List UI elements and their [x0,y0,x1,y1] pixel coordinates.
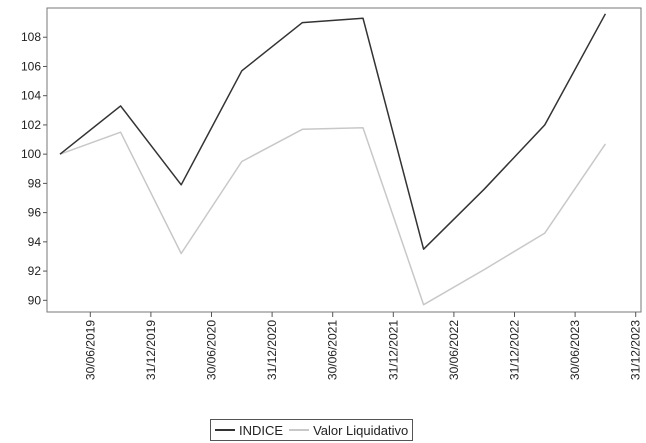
y-tick-label: 96 [28,206,42,220]
y-tick-label: 102 [21,118,41,132]
x-tick-label: 30/06/2020 [205,320,219,380]
legend-item-indice: INDICE [215,423,283,438]
x-tick-label: 31/12/2019 [144,320,158,380]
y-tick-label: 90 [28,293,42,307]
x-tick-label: 30/06/2021 [326,320,340,380]
series-line-valor-liquidativo [59,127,607,306]
y-tick-label: 100 [21,147,41,161]
plot-area-frame [46,7,642,313]
x-tick-label: 30/06/2022 [447,320,461,380]
legend-label-indice: INDICE [239,422,284,438]
y-tick-label: 94 [28,235,42,249]
x-tick-label: 31/12/2023 [629,320,643,380]
legend-swatch-indice [215,429,235,431]
x-tick-label: 31/12/2020 [265,320,279,380]
x-tick-label: 31/12/2021 [386,320,400,380]
y-tick-label: 98 [28,176,42,190]
y-tick-label: 92 [28,264,42,278]
x-tick-label: 31/12/2022 [508,320,522,380]
legend-label-valor-liquidativo: Valor Liquidativo [313,422,409,438]
x-tick-label: 30/06/2023 [568,320,582,380]
x-axis: 30/06/2019 31/12/2019 30/06/2020 31/12/2020… [83,312,643,380]
x-tick-label: 30/06/2019 [83,320,97,380]
legend-item-valor-liquidativo: Valor Liquidativo [289,423,408,438]
y-axis: 90 92 94 96 98 100 102 104 106 108 [21,30,47,307]
series-line-indice [59,13,607,250]
legend: INDICE Valor Liquidativo [210,419,414,441]
series-lines [59,13,607,306]
legend-swatch-valor-liquidativo [289,429,310,431]
y-tick-label: 104 [21,89,41,103]
y-tick-label: 106 [21,59,41,73]
y-tick-label: 108 [21,30,41,44]
